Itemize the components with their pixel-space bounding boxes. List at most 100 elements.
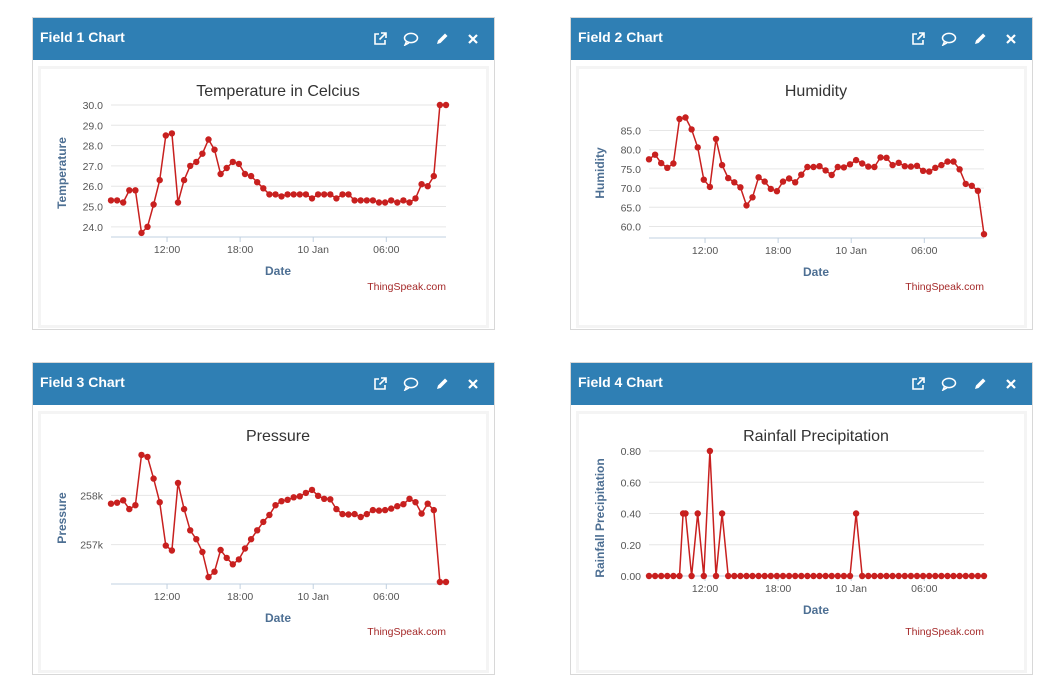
data-point <box>400 197 407 204</box>
data-point <box>272 502 279 509</box>
comment-icon[interactable] <box>940 30 958 48</box>
data-point <box>804 163 811 171</box>
data-point <box>907 572 915 580</box>
data-point <box>314 191 322 198</box>
pressure-chart: Pressure 257k 258k 12:00 18:00 10 Jan 06:00 Dat… <box>55 428 450 638</box>
y-tick-label: 85.0 <box>621 126 642 138</box>
pencil-icon[interactable] <box>433 30 451 48</box>
y-tick-label: 70.0 <box>621 183 642 195</box>
y-tick-label: 257k <box>80 540 104 552</box>
data-point <box>852 156 860 164</box>
data-point <box>761 178 768 185</box>
data-point <box>180 176 188 184</box>
data-point <box>645 572 653 580</box>
close-icon[interactable] <box>464 30 482 48</box>
pencil-icon[interactable] <box>971 30 989 48</box>
external-link-icon[interactable] <box>909 30 927 48</box>
data-point <box>144 223 151 230</box>
data-point <box>138 229 145 237</box>
close-icon[interactable] <box>1002 375 1020 393</box>
data-point <box>418 510 425 517</box>
data-point <box>846 161 854 168</box>
data-point <box>700 572 707 580</box>
x-tick-label: 18:00 <box>227 591 253 603</box>
data-point <box>804 572 811 580</box>
data-point <box>430 172 437 180</box>
data-point <box>792 572 799 580</box>
data-point <box>308 195 316 202</box>
data-point <box>211 146 218 153</box>
data-point <box>357 197 364 204</box>
data-point <box>351 197 358 204</box>
x-tick-label: 18:00 <box>765 245 791 257</box>
data-point <box>302 191 310 198</box>
data-point <box>241 170 249 178</box>
data-point <box>718 161 726 169</box>
data-point <box>424 500 431 507</box>
data-point <box>865 572 872 580</box>
data-point <box>749 572 756 580</box>
y-tick-label: 65.0 <box>621 202 642 214</box>
data-point <box>658 572 665 580</box>
data-point <box>913 572 921 580</box>
comment-icon[interactable] <box>402 30 420 48</box>
data-point <box>180 505 188 513</box>
data-point <box>144 453 151 461</box>
y-tick-label: 0.60 <box>621 477 642 489</box>
external-link-icon[interactable] <box>371 375 389 393</box>
data-point <box>150 475 157 482</box>
data-point <box>725 174 732 182</box>
x-tick-label: 10 Jan <box>297 591 329 603</box>
y-tick-label: 258k <box>80 490 104 502</box>
data-point <box>412 195 419 202</box>
close-icon[interactable] <box>1002 30 1020 48</box>
panel-header: Field 2 Chart <box>571 18 1032 60</box>
external-link-icon[interactable] <box>371 30 389 48</box>
data-point <box>773 572 781 580</box>
data-point <box>664 572 671 580</box>
data-point <box>926 572 933 580</box>
data-point <box>950 158 957 165</box>
data-point <box>168 130 176 137</box>
data-point <box>138 451 145 459</box>
comment-icon[interactable] <box>402 375 420 393</box>
panel-title: Field 3 Chart <box>40 374 125 390</box>
y-tick-label: 29.0 <box>83 120 104 132</box>
data-point <box>737 184 744 191</box>
external-link-icon[interactable] <box>909 375 927 393</box>
close-icon[interactable] <box>464 375 482 393</box>
field-3-chart-panel: Field 3 Chart Pressure 257k 258k 12:00 18:00… <box>32 362 495 675</box>
data-point <box>247 536 255 543</box>
data-point <box>785 572 793 580</box>
data-point <box>345 511 352 518</box>
data-point <box>895 159 902 166</box>
y-tick-label: 80.0 <box>621 145 642 157</box>
data-point <box>381 506 389 514</box>
comment-icon[interactable] <box>940 375 958 393</box>
x-tick-label: 18:00 <box>765 583 791 595</box>
chart-frame: Temperature in Celcius 24.0 25.0 26.0 27.0 28… <box>38 66 489 328</box>
data-point <box>980 572 988 580</box>
x-axis-label: Date <box>265 264 291 278</box>
data-point <box>682 114 689 121</box>
panel-header: Field 1 Chart <box>33 18 494 60</box>
pencil-icon[interactable] <box>433 375 451 393</box>
data-point <box>120 497 127 504</box>
data-point <box>658 159 665 167</box>
data-point <box>792 179 799 186</box>
chart-area: Temperature in Celcius 24.0 25.0 26.0 27.0 28… <box>41 69 486 325</box>
data-point <box>235 556 243 563</box>
data-point <box>223 164 230 172</box>
data-point <box>199 150 206 157</box>
panel-header: Field 4 Chart <box>571 363 1032 405</box>
data-point <box>725 572 732 580</box>
data-point <box>670 160 677 167</box>
data-point <box>706 447 714 455</box>
y-tick-label: 0.20 <box>621 540 642 552</box>
data-point <box>235 160 243 168</box>
data-point <box>932 164 939 171</box>
data-point <box>132 187 139 194</box>
data-point <box>694 144 701 151</box>
data-point <box>247 172 255 180</box>
pencil-icon[interactable] <box>971 375 989 393</box>
